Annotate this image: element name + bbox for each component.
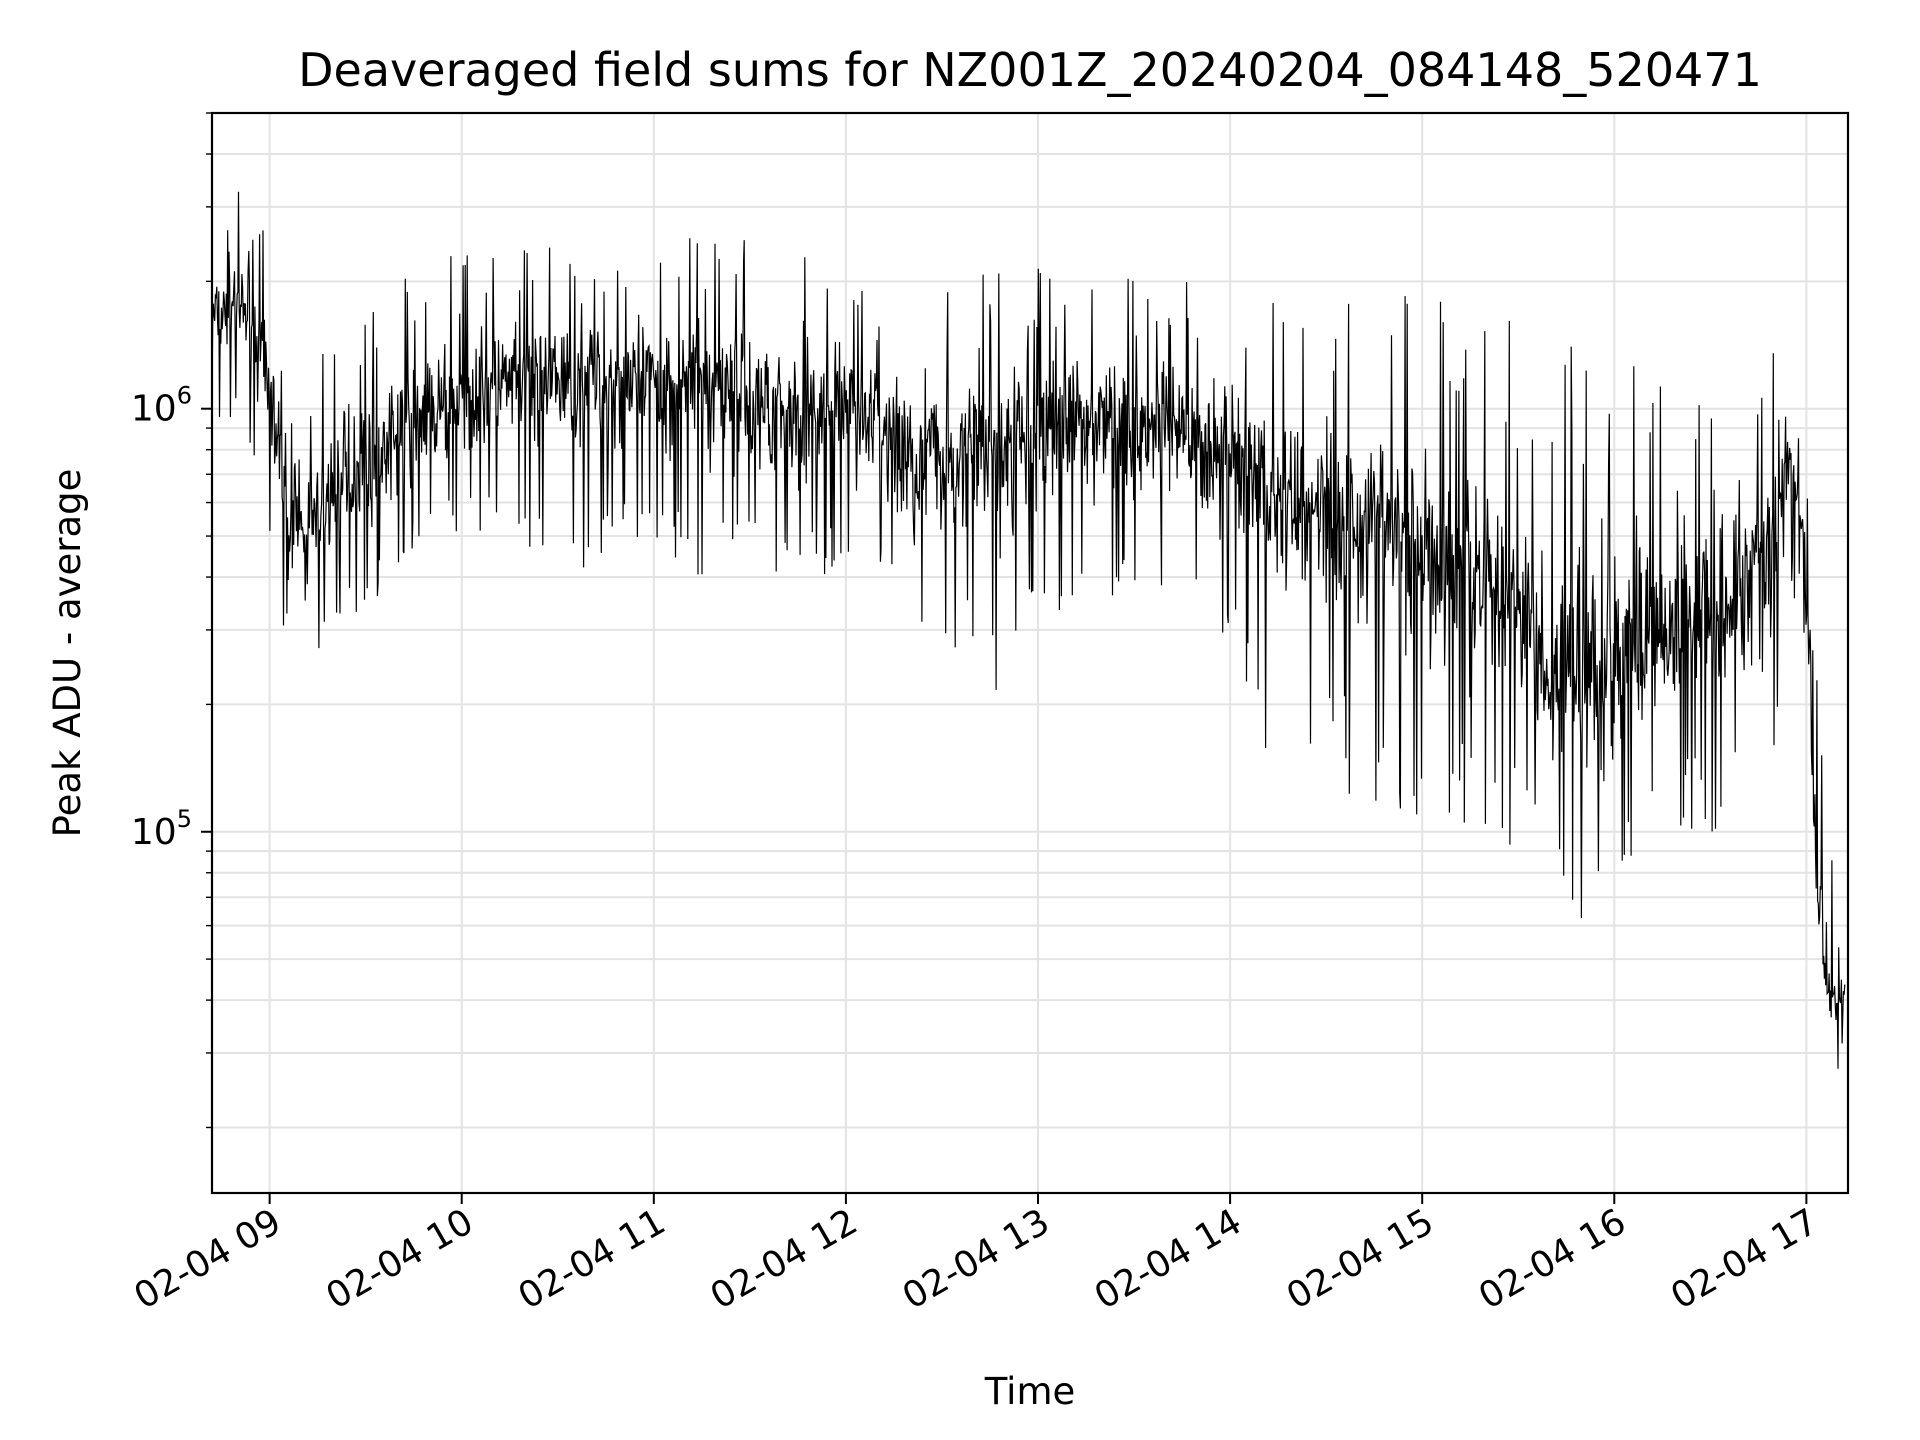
plot-area	[211, 191, 1846, 1069]
y-axis-label: Peak ADU - average	[46, 469, 89, 838]
series-line	[211, 191, 1846, 1069]
y-tick-label: 106	[131, 382, 192, 430]
chart-title: Deaveraged field sums for NZ001Z_2024020…	[298, 43, 1762, 97]
y-tick-label: 105	[131, 805, 192, 853]
axes-frame	[210, 111, 1850, 1195]
y-axis-ticks: 105 106	[131, 112, 212, 1129]
x-axis-label: Time	[984, 1370, 1076, 1413]
